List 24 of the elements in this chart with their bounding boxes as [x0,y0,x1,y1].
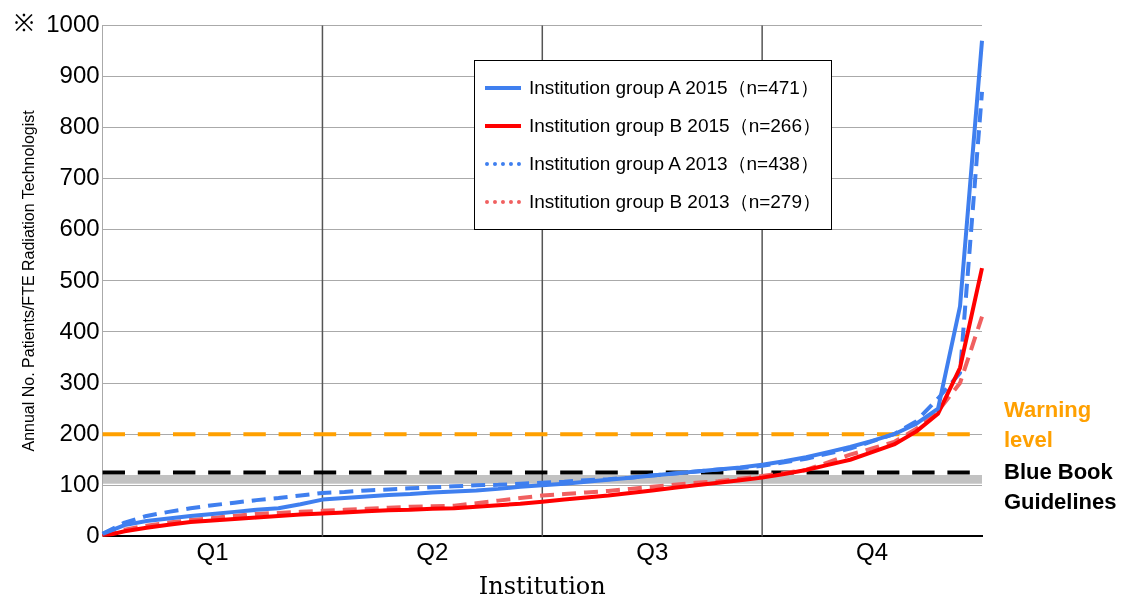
y-tick-label: 800 [59,112,100,140]
legend-label: Institution group B 2013（n=279） [528,190,821,214]
x-tick-label: Q3 [636,538,669,566]
y-tick-label: 300 [59,367,100,395]
y-tick-label: 0 [86,521,100,549]
y-tick-label: 400 [59,316,100,344]
x-tick-label: Q4 [856,538,889,566]
x-axis-title: Institution [478,571,606,600]
y-tick-label: 700 [59,163,100,191]
ref-line-label: Warning level [1004,396,1092,452]
x-tick-label: Q1 [196,538,229,566]
y-tick-label: 200 [59,418,100,446]
y-tick-label: 500 [59,265,100,293]
x-tick-label: Q2 [416,538,449,566]
y-tick-label: 900 [59,61,100,89]
legend-label: Institution group A 2013（n=438） [528,152,819,176]
ref-line-label: Blue Book Guidelines [1004,458,1117,514]
legend-label: Institution group B 2015（n=266） [528,114,821,138]
y-tick-label: 100 [59,469,100,497]
y-tick-label: 600 [59,214,100,242]
text: ※ [14,8,34,36]
y-tick-label: 1000 [46,10,100,38]
y-axis-title: Annual No. Patients/FTE Radiation Technologist [20,109,38,452]
legend-label: Institution group A 2015（n=471） [528,76,819,100]
